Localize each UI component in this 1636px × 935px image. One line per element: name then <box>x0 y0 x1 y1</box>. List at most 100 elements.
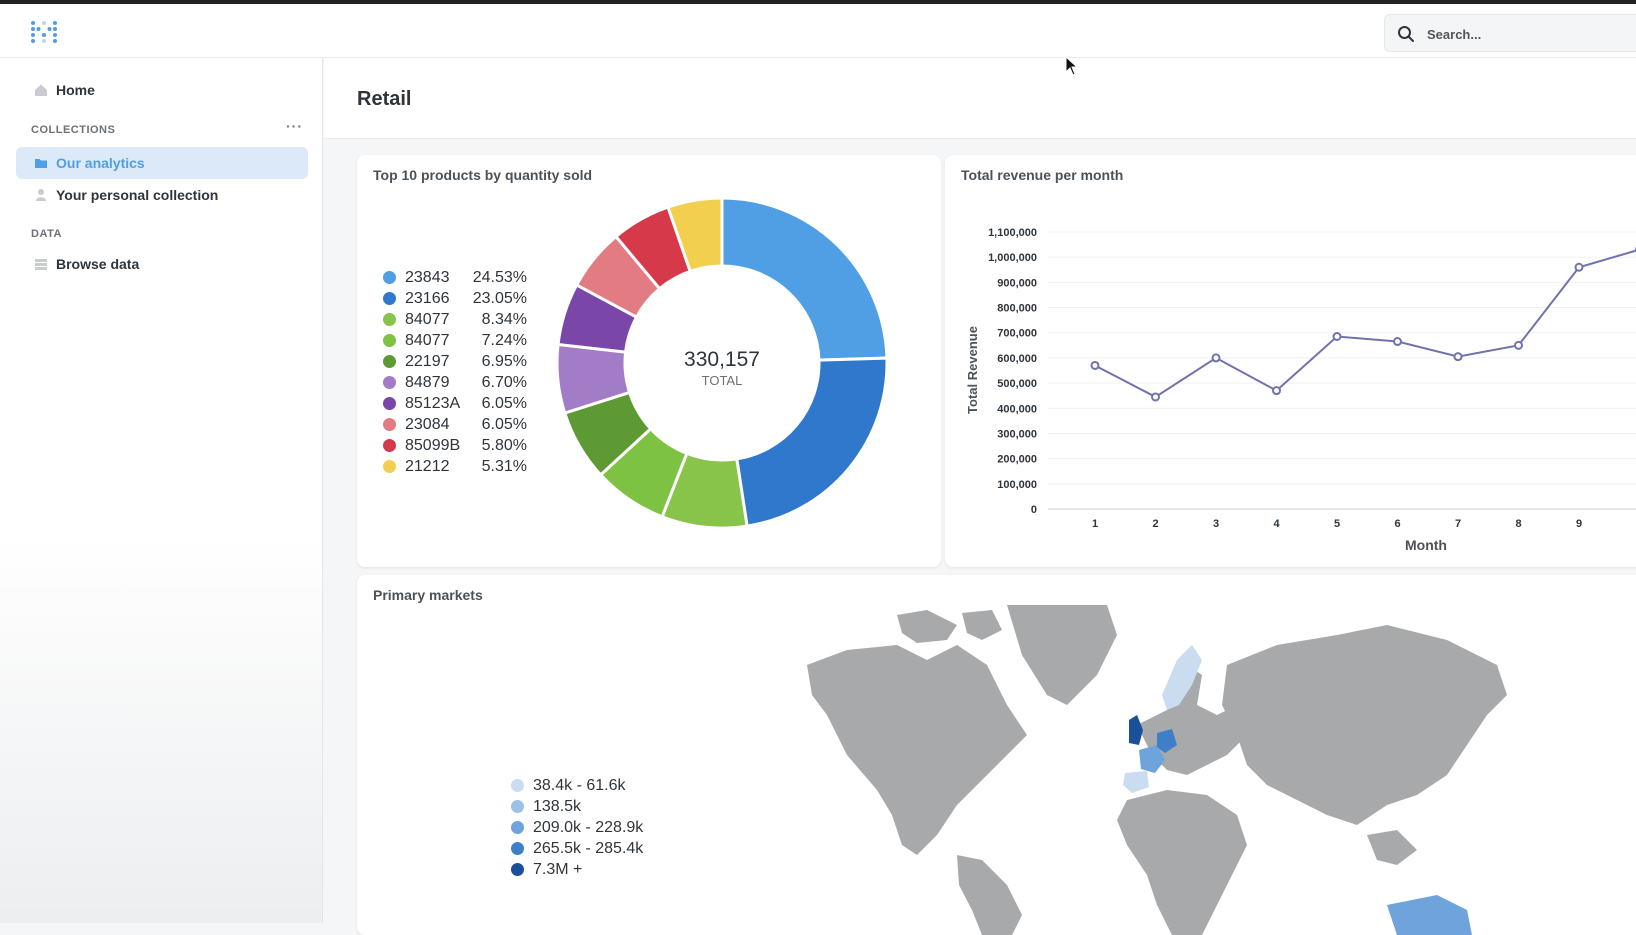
sidebar-item-our-analytics[interactable]: Our analytics <box>16 147 308 179</box>
collections-more-button[interactable]: ··· <box>286 118 303 134</box>
sidebar-item-personal-collection[interactable]: Your personal collection <box>16 179 308 211</box>
y-tick-label: 1,000,000 <box>988 252 1037 264</box>
legend-label: 138.5k <box>533 797 582 815</box>
world-map[interactable] <box>807 605 1527 935</box>
legend-dot <box>511 821 524 834</box>
legend-item[interactable]: 85099B 5.80% <box>383 435 527 456</box>
data-point[interactable] <box>1453 352 1463 362</box>
map-region-greenland[interactable] <box>1007 605 1117 705</box>
legend-percent: 6.95% <box>481 352 527 370</box>
data-point[interactable] <box>1332 332 1342 342</box>
legend-item[interactable]: 23166 23.05% <box>383 288 527 309</box>
x-tick-label: 4 <box>1273 518 1280 530</box>
y-tick-label: 100,000 <box>997 479 1037 491</box>
legend-dot <box>383 334 396 347</box>
donut-slice[interactable] <box>735 356 889 528</box>
legend-label: 84879 <box>405 373 450 391</box>
dashboard-main: Retail Top 10 products by quantity sold … <box>324 58 1636 935</box>
search-box[interactable] <box>1384 14 1636 52</box>
data-point[interactable] <box>1393 337 1402 347</box>
map-region-scandinavia[interactable] <box>1162 645 1202 710</box>
x-tick-label: 8 <box>1515 518 1521 530</box>
map-region-australia[interactable] <box>1387 895 1472 935</box>
legend-dot <box>511 863 524 876</box>
data-point[interactable] <box>1211 353 1221 363</box>
search-icon <box>1398 26 1414 42</box>
collections-heading: COLLECTIONS <box>31 124 116 136</box>
legend-item[interactable]: 22197 6.95% <box>383 351 527 372</box>
legend-dot <box>383 355 396 368</box>
map-region-africa[interactable] <box>1117 790 1247 935</box>
legend-item[interactable]: 84077 8.34% <box>383 309 527 330</box>
legend-dot <box>383 460 396 473</box>
card-title: Top 10 products by quantity sold <box>373 167 593 183</box>
mouse-cursor-icon <box>1065 56 1079 76</box>
legend-item[interactable]: 85123A 6.05% <box>383 393 527 414</box>
map-region-southeast-asia[interactable] <box>1367 830 1417 865</box>
page-title: Retail <box>357 88 412 110</box>
data-point[interactable] <box>1272 386 1281 396</box>
sidebar-item-home[interactable]: Home <box>16 74 308 106</box>
map-card[interactable]: Primary markets 38.4k - 61.6k 138.5k 209.0… <box>357 575 1636 935</box>
x-tick-label: 1 <box>1092 518 1098 530</box>
legend-item[interactable]: 23084 6.05% <box>383 414 527 435</box>
metabase-logo-icon[interactable] <box>30 20 58 44</box>
map-legend: 38.4k - 61.6k 138.5k 209.0k - 228.9k 265.5k… <box>511 775 643 880</box>
map-region-iberia[interactable] <box>1123 771 1149 793</box>
map-region-canada-islands[interactable] <box>897 610 1002 643</box>
legend-label: 84077 <box>405 331 450 349</box>
sidebar-item-browse-data[interactable]: Browse data <box>16 248 308 280</box>
legend-label: 7.3M + <box>533 860 583 878</box>
map-legend-item: 209.0k - 228.9k <box>511 817 643 838</box>
search-input[interactable] <box>1425 23 1629 45</box>
data-heading: DATA <box>31 228 62 240</box>
legend-percent: 8.34% <box>481 310 527 328</box>
data-point[interactable] <box>1151 392 1160 402</box>
map-region-asia[interactable] <box>1222 625 1507 825</box>
legend-percent: 6.70% <box>481 373 527 391</box>
donut-slice[interactable] <box>666 196 724 274</box>
y-tick-label: 700,000 <box>997 328 1037 340</box>
y-axis-label: Total Revenue <box>965 326 980 414</box>
y-tick-label: 1,100,000 <box>988 227 1037 239</box>
donut-slice[interactable] <box>720 196 889 362</box>
donut-chart[interactable]: 330,157 TOTAL <box>552 195 892 535</box>
data-point[interactable] <box>1574 262 1584 272</box>
page-header: Retail <box>324 58 1636 139</box>
card-title: Primary markets <box>373 587 483 603</box>
legend-label: 23166 <box>405 289 450 307</box>
sidebar-item-label: Browse data <box>56 256 140 272</box>
donut-total-value: 330,157 <box>684 348 760 371</box>
donut-chart-card[interactable]: Top 10 products by quantity sold 23843 24… <box>357 155 941 567</box>
map-region-germany[interactable] <box>1157 729 1177 753</box>
legend-item[interactable]: 84879 6.70% <box>383 372 527 393</box>
legend-dot <box>383 292 396 305</box>
legend-percent: 24.53% <box>472 268 527 286</box>
y-tick-label: 900,000 <box>997 277 1037 289</box>
legend-percent: 6.05% <box>481 394 527 412</box>
map-region-uk[interactable] <box>1129 715 1143 745</box>
series-line[interactable] <box>1094 249 1636 399</box>
map-region-france[interactable] <box>1139 745 1165 773</box>
legend-item[interactable]: 23843 24.53% <box>383 267 527 288</box>
x-tick-label: 9 <box>1576 518 1582 530</box>
sidebar-item-label: Our analytics <box>56 155 145 171</box>
person-icon <box>36 189 46 201</box>
legend-item[interactable]: 21212 5.31% <box>383 456 527 477</box>
x-tick-label: 6 <box>1394 518 1400 530</box>
data-point[interactable] <box>1514 340 1523 350</box>
line-chart-card[interactable]: Total revenue per month 0 100,000 200,000 3… <box>945 155 1636 567</box>
y-tick-label: 400,000 <box>997 403 1037 415</box>
legend-percent: 5.80% <box>481 436 527 454</box>
map-region-south-america[interactable] <box>957 855 1022 935</box>
sidebar-item-label: Home <box>56 82 95 98</box>
legend-item[interactable]: 84077 7.24% <box>383 330 527 351</box>
sidebar-item-label: Your personal collection <box>56 187 219 203</box>
database-icon <box>35 259 47 270</box>
legend-percent: 7.24% <box>481 331 527 349</box>
legend-label: 85123A <box>405 394 461 412</box>
line-chart[interactable]: 0 100,000 200,000 300,000 400,000 500,000 600,… <box>945 155 1636 567</box>
map-region-north-america[interactable] <box>807 645 1027 855</box>
data-point[interactable] <box>1090 360 1100 370</box>
top-bar <box>0 0 1636 58</box>
